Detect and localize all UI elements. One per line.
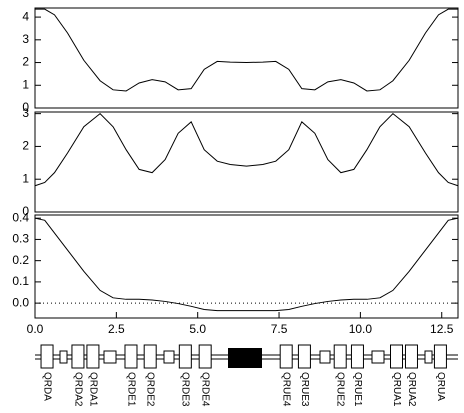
quadrupole: [178, 344, 192, 369]
data-line: [35, 8, 458, 92]
quadrupole: [40, 344, 54, 369]
quadrupole: [279, 344, 293, 369]
element-label: QRUE1: [352, 372, 363, 407]
element: [424, 350, 433, 364]
y-tick-label: 0.3: [12, 232, 29, 246]
quadrupole: [404, 344, 418, 369]
dipole: [228, 348, 262, 368]
plot-frame: [34, 214, 459, 319]
quadrupole: [297, 344, 311, 369]
x-tick-label: 10.0: [349, 322, 373, 336]
quadrupole: [333, 344, 347, 369]
quadrupole: [198, 344, 212, 369]
element: [371, 350, 385, 364]
element-label: QRUE4: [281, 372, 292, 407]
y-tick-label: 0.1: [12, 274, 29, 288]
element-label: QRDA1: [87, 372, 98, 407]
quadrupole: [124, 344, 138, 369]
y-tick-label: 1: [22, 77, 29, 91]
element-label: QRDE2: [145, 372, 156, 407]
y-tick-label: 0.2: [12, 253, 29, 267]
y-tick-label: 1: [22, 171, 29, 185]
quadrupole: [433, 344, 447, 369]
quadrupole: [71, 344, 85, 369]
y-tick-label: 2: [22, 139, 29, 153]
element: [103, 350, 117, 364]
y-tick-label: 4: [22, 9, 29, 23]
lattice-beamline: [35, 348, 458, 368]
y-tick-label: 0.0: [12, 295, 29, 309]
x-tick-label: 2.5: [108, 322, 125, 336]
element-label: QRUA: [435, 372, 446, 401]
element-label: QRDE1: [125, 372, 136, 407]
data-line: [34, 112, 459, 187]
x-tick-label: 0.0: [27, 322, 44, 336]
element-label: QRUA1: [391, 372, 402, 407]
element-label: QRDA2: [72, 372, 83, 407]
y-tick-label: 3: [22, 106, 29, 120]
quadrupole: [143, 344, 157, 369]
element: [319, 350, 331, 364]
y-tick-label: 2: [22, 55, 29, 69]
element: [163, 350, 175, 364]
x-tick-label: 12.5: [430, 322, 454, 336]
data-line: [34, 217, 459, 312]
y-tick-label: 0.4: [12, 210, 29, 224]
y-tick-label: 0: [22, 100, 29, 114]
element-label: QRDE3: [180, 372, 191, 407]
element-label: QRDA: [41, 372, 52, 401]
element-label: QRUA2: [406, 372, 417, 407]
element-label: QRDE4: [200, 372, 211, 407]
element-label: QRUE2: [335, 372, 346, 407]
x-tick-label: 7.5: [271, 322, 288, 336]
quadrupole: [86, 344, 100, 369]
x-tick-label: 5.0: [189, 322, 206, 336]
element: [59, 350, 68, 364]
quadrupole: [350, 344, 364, 369]
plot-frame: [34, 7, 459, 109]
quadrupole: [390, 344, 404, 369]
element-label: QRUE3: [299, 372, 310, 407]
plot-frame: [34, 111, 459, 213]
y-tick-label: 3: [22, 32, 29, 46]
y-tick-label: 0: [22, 204, 29, 218]
